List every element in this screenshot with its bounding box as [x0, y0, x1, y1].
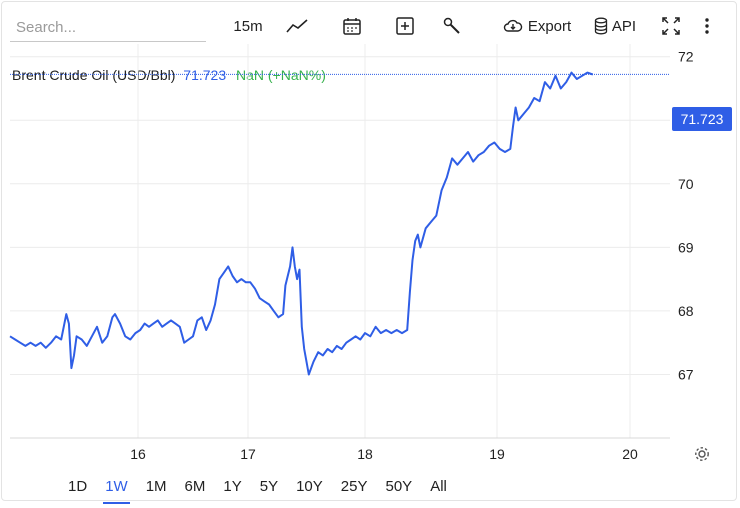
database-icon: [594, 17, 608, 35]
cloud-download-icon: [503, 19, 523, 32]
y-tick-label: 67: [678, 366, 694, 382]
y-tick-label: 70: [678, 176, 694, 192]
range-1w[interactable]: 1W: [97, 476, 136, 504]
chart-grid: [10, 44, 670, 438]
range-6m[interactable]: 6M: [184, 478, 206, 495]
export-button[interactable]: Export: [500, 12, 574, 40]
range-all[interactable]: All: [430, 478, 447, 495]
range-1d[interactable]: 1D: [68, 478, 88, 495]
range-50y[interactable]: 50Y: [385, 478, 413, 495]
last-price-tag: 71.723: [672, 107, 732, 131]
y-axis: 676869707172: [678, 49, 694, 383]
widget-frame: [1, 1, 737, 501]
x-tick-label: 19: [489, 446, 505, 462]
range-1m[interactable]: 1M: [145, 478, 167, 495]
range-5y[interactable]: 5Y: [259, 478, 279, 495]
api-button[interactable]: API: [592, 12, 638, 40]
chart-legend: Brent Crude Oil (USD/Bbl) 71.723 NaN (+N…: [12, 67, 326, 83]
y-tick-label: 68: [678, 303, 694, 319]
instrument-name: Brent Crude Oil (USD/Bbl): [12, 67, 176, 83]
settings-gear-icon[interactable]: [690, 440, 714, 468]
api-label: API: [611, 17, 637, 35]
price-series-line: [9, 71, 594, 376]
interval-selector[interactable]: 15m: [233, 17, 263, 35]
fullscreen-icon[interactable]: [660, 12, 682, 40]
range-1y[interactable]: 1Y: [223, 478, 242, 495]
y-tick-label: 72: [678, 49, 694, 65]
price-change: NaN (+NaN%): [236, 67, 326, 83]
x-tick-label: 17: [240, 446, 256, 462]
x-tick-label: 16: [130, 446, 146, 462]
y-tick-label: 69: [678, 239, 694, 255]
calendar-icon[interactable]: [340, 12, 364, 40]
last-price: 71.723: [183, 67, 227, 83]
line-chart-icon[interactable]: [284, 12, 310, 40]
more-menu-icon[interactable]: [700, 12, 714, 40]
range-selector: 1D 1W 1M 6M 1Y 5Y 10Y 25Y 50Y All: [60, 476, 457, 504]
range-10y[interactable]: 10Y: [296, 478, 323, 495]
range-25y[interactable]: 25Y: [340, 478, 368, 495]
x-axis: 16 17 18 19 20: [130, 446, 638, 462]
export-label: Export: [527, 17, 572, 35]
x-tick-label: 18: [357, 446, 373, 462]
x-tick-label: 20: [622, 446, 638, 462]
search-input[interactable]: [10, 14, 206, 42]
add-indicator-icon[interactable]: [393, 12, 417, 40]
wrench-icon[interactable]: [440, 12, 464, 40]
